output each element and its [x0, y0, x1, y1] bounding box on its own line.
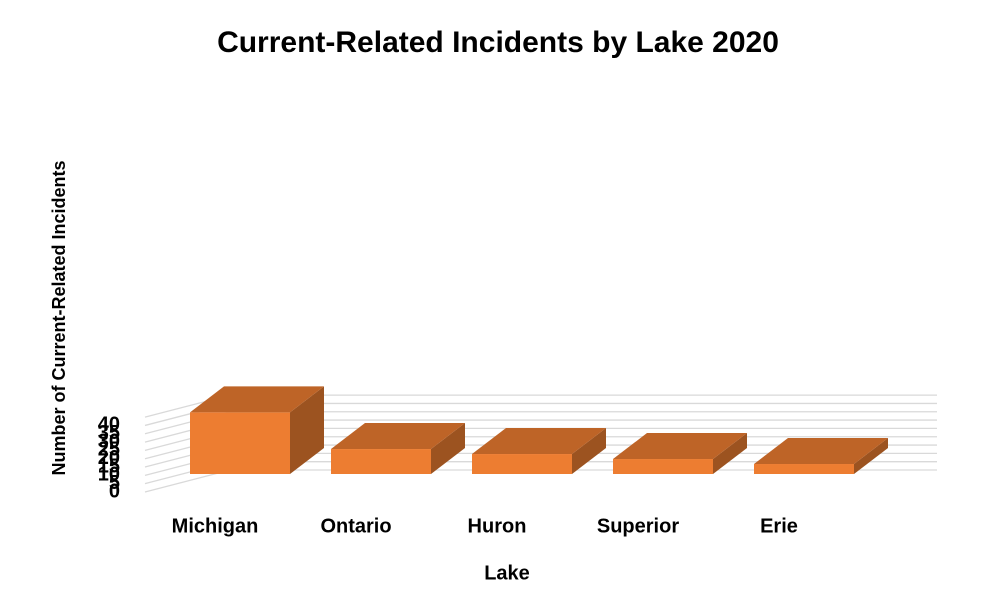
bar-top	[613, 433, 747, 460]
bar-top	[190, 386, 324, 413]
x-tick-label: Superior	[597, 515, 679, 537]
bar	[613, 459, 713, 474]
bar-top	[331, 423, 465, 450]
x-tick-label: Michigan	[172, 515, 259, 537]
y-tick-label: 25	[98, 439, 120, 461]
bar-top	[754, 438, 888, 465]
bar	[331, 449, 431, 474]
bar-side	[713, 433, 747, 474]
y-tick-label: 5	[109, 472, 120, 494]
y-tick-label: 35	[98, 422, 120, 444]
x-tick-label: Ontario	[320, 515, 391, 537]
bar-side	[290, 386, 324, 474]
y-tick-label: 0	[109, 480, 120, 502]
x-tick-label: Huron	[468, 515, 527, 537]
chart-title: Current-Related Incidents by Lake 2020	[217, 26, 779, 59]
bar-top	[472, 428, 606, 455]
bar-side	[572, 428, 606, 474]
y-tick-label: 30	[98, 430, 120, 452]
bar	[190, 412, 290, 474]
x-axis-title: Lake	[484, 562, 530, 584]
y-tick-label: 15	[98, 455, 120, 477]
x-tick-label: Erie	[760, 515, 798, 537]
y-tick-label: 10	[98, 464, 120, 486]
y-tick-label: 40	[98, 414, 120, 436]
bar-side	[431, 423, 465, 474]
bar	[472, 454, 572, 474]
y-tick-label: 20	[98, 447, 120, 469]
bar-side	[854, 438, 888, 474]
bar	[754, 464, 854, 474]
y-axis-title: Number of Current-Related Incidents	[49, 160, 69, 475]
